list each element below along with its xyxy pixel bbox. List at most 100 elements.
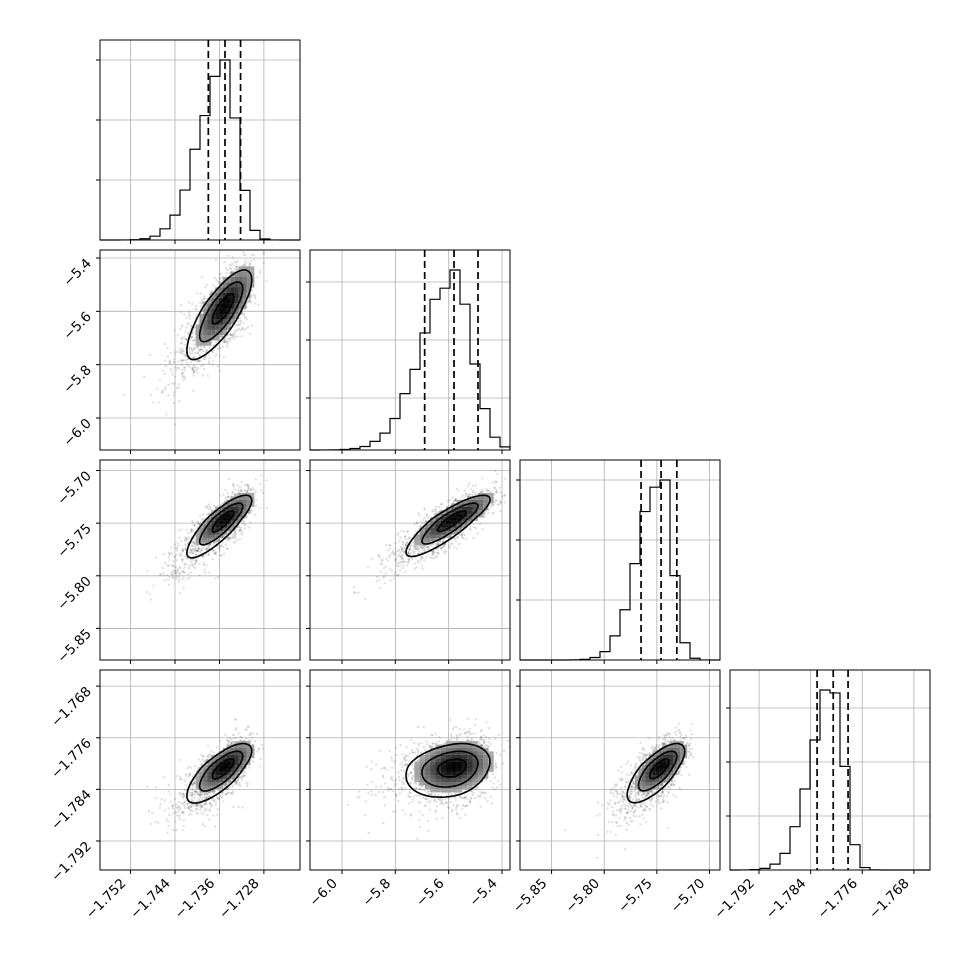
scatter-point xyxy=(175,547,178,550)
density-cell xyxy=(250,503,255,507)
density-cell xyxy=(238,271,243,278)
density-cell xyxy=(203,538,208,542)
scatter-point xyxy=(382,567,386,570)
scatter-point xyxy=(193,542,197,545)
scatter-point xyxy=(167,556,170,559)
scatter-point xyxy=(243,263,246,266)
scatter-point xyxy=(399,551,402,554)
scatter-point xyxy=(176,366,179,369)
scatter-point xyxy=(429,556,432,559)
scatter-point xyxy=(489,490,492,493)
scatter-point xyxy=(219,346,222,349)
scatter-point xyxy=(195,560,198,563)
density-cell xyxy=(207,313,212,320)
scatter-point xyxy=(199,359,202,363)
scatter-point xyxy=(415,545,418,548)
scatter-point xyxy=(240,489,243,493)
scatter-point xyxy=(426,545,430,548)
scatter-point xyxy=(386,559,390,562)
scatter-point xyxy=(401,550,404,553)
density-cell xyxy=(207,534,212,539)
scatter-point xyxy=(183,571,186,574)
scatter-point xyxy=(242,771,245,774)
scatter-point xyxy=(233,330,237,333)
scatter-point xyxy=(175,546,178,549)
scatter-point xyxy=(203,297,207,300)
scatter-point xyxy=(213,541,216,544)
scatter-point xyxy=(171,564,174,567)
density-cell xyxy=(472,496,478,500)
scatter-point xyxy=(167,806,170,810)
scatter-point xyxy=(224,341,227,344)
scatter-point xyxy=(187,301,191,304)
density-cell xyxy=(211,513,216,518)
scatter-point xyxy=(203,357,206,361)
panel-frame xyxy=(519,459,721,661)
scatter-point xyxy=(499,502,503,505)
scatter-point xyxy=(234,537,237,540)
scatter-point xyxy=(237,488,240,492)
scatter-point xyxy=(231,492,234,495)
scatter-point xyxy=(192,540,196,544)
scatter-point xyxy=(202,563,206,567)
scatter-point xyxy=(188,315,191,318)
scatter-point xyxy=(401,547,404,550)
scatter-point xyxy=(149,353,152,357)
density-cell xyxy=(215,329,220,336)
scatter-point xyxy=(181,349,184,352)
scatter-point xyxy=(149,822,152,826)
density-cell xyxy=(211,292,216,299)
scatter-point xyxy=(222,535,225,538)
scatter-point xyxy=(433,513,436,516)
scatter-point xyxy=(243,316,246,319)
density-cell xyxy=(246,287,251,293)
density-cell xyxy=(215,531,220,535)
scatter-point xyxy=(156,387,159,391)
scatter-point xyxy=(462,531,465,535)
scatter-point xyxy=(219,277,222,280)
scatter-point xyxy=(436,541,440,545)
scatter-point xyxy=(174,569,177,572)
scatter-point xyxy=(436,555,439,558)
scatter-point xyxy=(397,531,400,535)
scatter-point xyxy=(480,490,484,493)
scatter-point xyxy=(195,304,198,308)
density-cell xyxy=(482,496,489,500)
density-cell xyxy=(219,534,224,539)
scatter-point xyxy=(259,271,262,275)
scatter-point xyxy=(494,469,497,473)
scatter-point xyxy=(167,564,170,567)
scatter-point xyxy=(432,549,435,552)
scatter-point xyxy=(227,537,230,540)
scatter-point xyxy=(406,564,409,567)
scatter-point xyxy=(454,537,457,540)
scatter-point xyxy=(232,485,235,488)
scatter-point xyxy=(189,551,192,554)
scatter-point xyxy=(240,335,243,338)
scatter-point xyxy=(226,495,230,499)
scatter-point xyxy=(230,334,233,337)
density-cell xyxy=(238,492,243,497)
scatter-point xyxy=(249,332,252,335)
scatter-point xyxy=(442,545,446,548)
scatter-point xyxy=(400,561,404,565)
scatter-point xyxy=(208,293,212,296)
contour-0 xyxy=(437,510,467,533)
scatter-point xyxy=(403,546,406,549)
scatter-point xyxy=(227,536,230,539)
density-cell xyxy=(472,513,478,518)
scatter-point xyxy=(400,547,404,550)
scatter-point xyxy=(181,371,184,375)
density-cell xyxy=(234,308,239,314)
scatter-point xyxy=(392,551,395,554)
scatter-point xyxy=(194,548,197,551)
scatter-point xyxy=(212,542,215,545)
scatter-point xyxy=(254,297,257,300)
scatter-point xyxy=(420,546,423,549)
scatter-point xyxy=(169,351,172,355)
panel-frame xyxy=(729,669,931,871)
scatter-point xyxy=(220,545,223,548)
scatter-point xyxy=(183,343,186,346)
scatter-point xyxy=(456,535,459,539)
density-cell xyxy=(242,282,247,288)
